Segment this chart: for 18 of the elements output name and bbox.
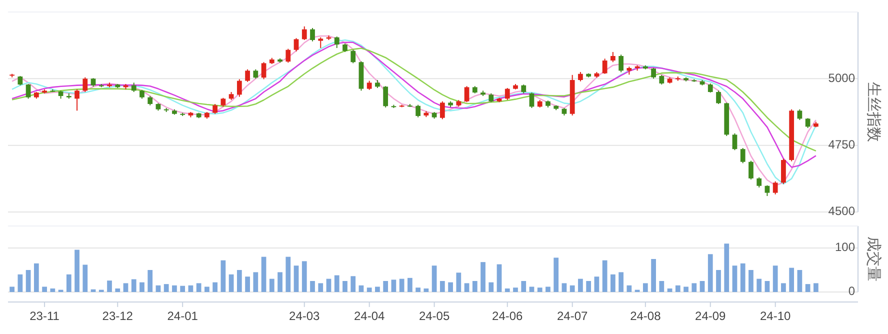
xtick-label: 24-03 — [289, 309, 320, 324]
ytick-label: 0 — [848, 284, 855, 298]
xtick-label: 24-01 — [167, 309, 198, 324]
xtick-label: 23-11 — [30, 309, 60, 324]
xtick-label: 24-08 — [630, 309, 661, 324]
ytick-label: 100 — [834, 240, 855, 254]
ytick-label: 5000 — [828, 70, 855, 85]
xtick-label: 24-10 — [760, 309, 791, 324]
xtick-label: 24-05 — [418, 309, 450, 324]
xtick-label: 24-06 — [492, 309, 523, 324]
ytick-label: 4750 — [828, 138, 855, 152]
ytick-label: 4500 — [828, 204, 855, 218]
xtick-label: 24-07 — [557, 309, 588, 324]
xtick-label: 23-12 — [102, 309, 133, 324]
ylabel: 成交量 — [865, 236, 882, 282]
xtick-label: 24-09 — [695, 309, 726, 324]
xtick-label: 24-04 — [354, 309, 385, 324]
ylabel: 生丝指数 — [865, 82, 882, 142]
